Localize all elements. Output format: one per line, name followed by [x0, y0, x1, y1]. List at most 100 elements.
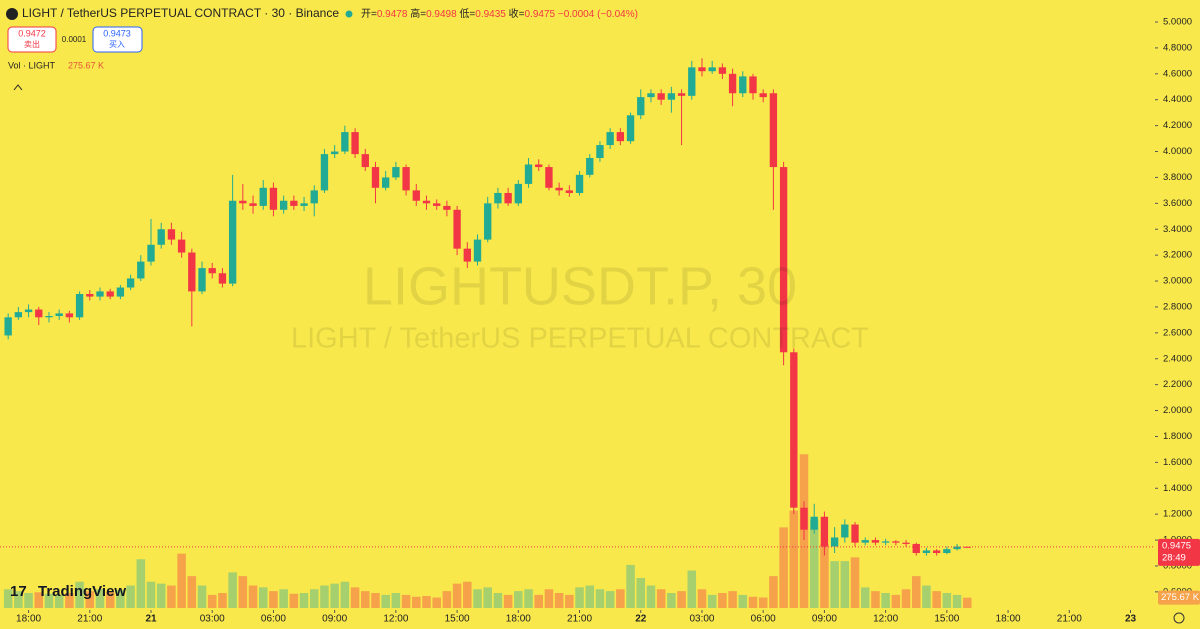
candle-body — [688, 67, 696, 96]
candle-body — [943, 549, 951, 554]
candle-body — [341, 132, 349, 152]
watermark-sub: LIGHT / TetherUS PERPETUAL CONTRACT — [291, 323, 869, 355]
volume-bar — [350, 587, 360, 608]
candle-body — [494, 192, 502, 204]
volume-bar — [769, 576, 778, 608]
sell-price: 0.9472 — [18, 28, 46, 38]
high-key: 高= — [410, 7, 426, 20]
y-tick-label: 3.2000 — [1163, 250, 1192, 261]
y-tick-label: 3.4000 — [1163, 224, 1192, 235]
y-tick-label: 2.8000 — [1163, 301, 1192, 312]
collapse-arrow[interactable] — [13, 84, 23, 91]
volume-bar — [503, 594, 513, 608]
candle-body — [361, 154, 369, 168]
volume-bar — [667, 593, 676, 608]
candle-body — [147, 244, 155, 262]
candle-body — [739, 76, 747, 94]
candle-body — [535, 164, 543, 168]
y-tick-label: 2.0000 — [1163, 405, 1192, 416]
buy-label: 买入 — [109, 40, 125, 49]
volume-bar — [922, 585, 931, 608]
candle-body — [881, 541, 890, 543]
y-tick-label: 5.0000 — [1163, 17, 1192, 28]
candle-body — [310, 190, 318, 204]
x-tick-label: 06:00 — [751, 614, 776, 625]
x-tick-label: 09:00 — [812, 614, 837, 625]
y-tick-label: 1.8000 — [1163, 431, 1192, 442]
buy-button[interactable] — [92, 26, 143, 53]
candle-body — [953, 546, 961, 550]
candle-body — [65, 313, 74, 318]
candle-body — [106, 291, 114, 297]
volume-bar — [75, 581, 84, 608]
volume-bar — [126, 585, 135, 608]
volume-bar — [238, 576, 248, 608]
volume-bar — [207, 594, 217, 608]
candle-body — [45, 316, 53, 318]
volume-bar — [677, 591, 686, 608]
close-value: 0.9475 — [525, 9, 556, 20]
candle-body — [300, 203, 308, 206]
sell-button[interactable] — [7, 26, 57, 53]
candle-body — [453, 209, 461, 249]
candle-body — [779, 167, 788, 353]
logo-mark: 17 — [10, 583, 27, 600]
candle-body — [484, 203, 492, 240]
volume-bar — [422, 596, 431, 608]
volume-bar — [330, 583, 339, 608]
candle-body — [24, 309, 33, 313]
candle-body — [228, 200, 237, 284]
candle-body — [249, 203, 257, 206]
volume-bar — [728, 591, 737, 608]
y-tick-label: 2.6000 — [1163, 327, 1192, 338]
volume-bar — [697, 589, 707, 608]
candle-body — [14, 312, 23, 318]
volume-bar — [248, 585, 258, 608]
candle-body — [320, 154, 329, 191]
candle-body — [718, 67, 727, 74]
candle-body — [188, 252, 196, 292]
y-tick-label: 4.8000 — [1163, 42, 1192, 53]
volume-bar — [299, 593, 309, 608]
volume-bar — [718, 593, 727, 608]
volume-bar — [391, 593, 401, 608]
volume-bar — [595, 589, 605, 608]
candle-body — [596, 145, 604, 159]
candle-body — [96, 291, 104, 297]
x-tick-label: 15:00 — [445, 614, 470, 625]
volume-bar — [473, 589, 482, 608]
volume-bar — [952, 594, 962, 608]
candle-body — [433, 203, 441, 206]
symbol-title[interactable]: LIGHT / TetherUS PERPETUAL CONTRACT · 30… — [22, 6, 339, 20]
volume-bar — [452, 583, 462, 608]
candle-body — [932, 550, 941, 554]
volume-bar — [340, 581, 350, 608]
volume-bar — [830, 561, 839, 608]
candle-body — [749, 76, 757, 94]
candle-body — [382, 177, 390, 188]
volume-bar — [514, 591, 523, 608]
candle-body — [443, 205, 451, 210]
y-tick-label: 1.6000 — [1163, 457, 1192, 468]
candle-body — [218, 273, 227, 284]
volume-bar — [442, 591, 452, 608]
plot — [3, 58, 972, 608]
volume-bar — [626, 564, 635, 608]
y-tick-label: 3.0000 — [1163, 276, 1192, 287]
candle-body — [412, 190, 420, 201]
candle-body — [126, 278, 135, 288]
settings-icon[interactable] — [1173, 612, 1185, 624]
volume-bar — [44, 593, 54, 608]
volume-bar — [289, 593, 299, 608]
volume-bar — [85, 591, 95, 608]
candle-body — [514, 183, 522, 204]
volume-bar — [820, 544, 829, 608]
candle-body — [86, 293, 94, 297]
candle-body — [524, 164, 533, 184]
candle-body — [677, 93, 686, 96]
candle-body — [769, 93, 778, 168]
candle-body — [575, 174, 584, 193]
x-tick-label: 23 — [1125, 614, 1137, 625]
volume-bar — [105, 592, 115, 608]
